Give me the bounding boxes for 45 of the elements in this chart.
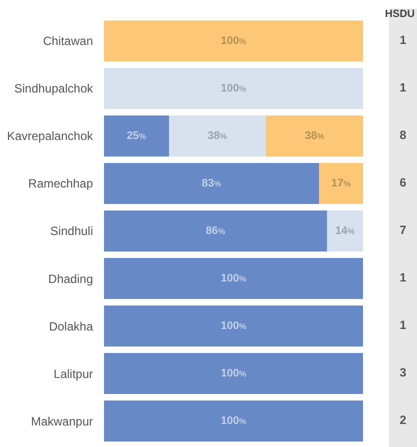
y-tick-label: Makwanpur	[30, 414, 93, 428]
data-label: 100%	[220, 34, 246, 47]
bar	[104, 400, 364, 442]
data-label: 1	[400, 270, 407, 285]
bar	[104, 20, 364, 62]
data-label: 100%	[220, 82, 246, 94]
data-label: 17%	[331, 177, 351, 190]
text: HSDU	[385, 8, 415, 20]
bar	[266, 115, 364, 156]
data-label: 100%	[220, 272, 246, 285]
y-tick-label: Lalitpur	[54, 366, 93, 381]
bar	[326, 210, 364, 252]
bar	[104, 68, 364, 109]
data-label: 1	[400, 318, 407, 332]
data-label: 100%	[220, 415, 246, 428]
y-tick-label: Kavrepalanchok	[6, 129, 94, 144]
data-label: 2	[400, 413, 407, 428]
bar	[168, 115, 266, 156]
data-label: 7	[400, 223, 407, 237]
data-label: 3	[400, 366, 407, 380]
bar	[104, 306, 364, 347]
data-label: 38%	[304, 130, 324, 142]
bar	[104, 210, 327, 252]
data-label: 25%	[126, 130, 146, 142]
y-tick-label: Sindhuli	[50, 224, 93, 238]
y-tick-label: Ramechhap	[28, 176, 94, 191]
bar	[104, 258, 364, 300]
y-tick-label: Dhading	[48, 272, 93, 286]
bar	[104, 162, 319, 204]
data-label: 100%	[220, 320, 246, 332]
data-label: 14%	[335, 225, 355, 237]
y-tick-label: Sindhupalchok	[14, 82, 94, 96]
bar	[318, 162, 364, 204]
data-label: 86%	[206, 225, 226, 237]
y-tick-label: Dolakha	[48, 319, 94, 334]
data-label: 8	[400, 128, 407, 142]
data-label: 38%	[208, 130, 228, 142]
bar	[104, 353, 364, 394]
data-label: 100%	[220, 368, 246, 380]
data-label: 83%	[202, 177, 222, 190]
data-label: 1	[400, 32, 407, 47]
bar	[104, 115, 169, 156]
y-tick-label: Chitawan	[42, 34, 93, 48]
data-label: 6	[400, 175, 407, 190]
data-label: 1	[400, 80, 407, 94]
